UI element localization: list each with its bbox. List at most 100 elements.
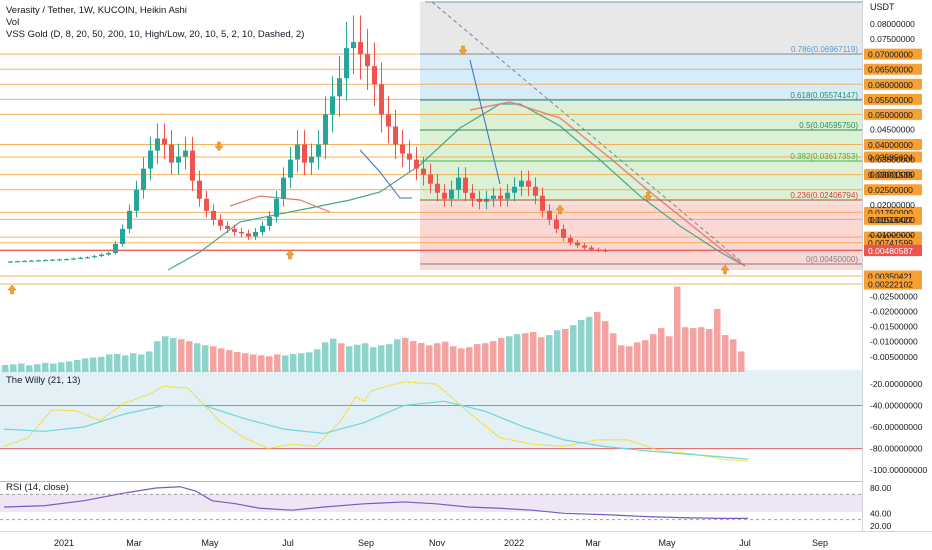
price-tag-value: 0.00480587 bbox=[868, 246, 913, 256]
candle-body bbox=[540, 195, 545, 211]
volume-bar bbox=[410, 341, 417, 372]
volume-bar bbox=[258, 355, 265, 372]
price-candles bbox=[8, 15, 608, 263]
price-tag-value: 0.03585624 bbox=[868, 153, 913, 163]
volume-bar bbox=[370, 347, 377, 372]
volume-bar bbox=[682, 327, 689, 372]
dashed-trendline bbox=[431, 1, 743, 263]
volume-bar bbox=[202, 345, 209, 372]
candle-body bbox=[316, 144, 321, 157]
candle-body bbox=[561, 228, 566, 238]
rsi-title: RSI (14, close) bbox=[6, 482, 69, 493]
volume-bar bbox=[634, 342, 641, 372]
candle-body bbox=[232, 228, 237, 232]
candle-body bbox=[85, 257, 90, 259]
candle-body bbox=[456, 177, 461, 190]
volume-bar bbox=[194, 343, 201, 372]
volume-bar bbox=[330, 338, 337, 372]
candle-body bbox=[106, 253, 111, 255]
volume-bar bbox=[738, 351, 745, 372]
volume-bar bbox=[138, 354, 145, 372]
fib-label: 0.618(0.05574147) bbox=[790, 91, 858, 100]
candle-body bbox=[127, 210, 132, 229]
volume-bar bbox=[530, 332, 537, 372]
candle-body bbox=[533, 186, 538, 196]
price-tag bbox=[864, 78, 922, 90]
candle-body bbox=[155, 138, 160, 151]
candle-body bbox=[253, 231, 258, 237]
volume-bar bbox=[42, 362, 49, 372]
buy-arrow-icon bbox=[7, 284, 17, 295]
time-tick-label: Mar bbox=[585, 538, 601, 548]
volume-bar bbox=[226, 350, 233, 372]
candle-body bbox=[498, 195, 503, 199]
trend-sketch bbox=[359, 149, 412, 199]
candle-body bbox=[57, 259, 62, 261]
candle-body bbox=[190, 150, 195, 181]
vol-tick-label: -0.02000000 bbox=[870, 306, 918, 316]
volume-bar bbox=[570, 325, 577, 372]
volume-bar bbox=[522, 333, 529, 372]
candle-body bbox=[512, 186, 517, 193]
price-tag bbox=[864, 63, 922, 75]
candle-body bbox=[407, 153, 412, 160]
volume-bar bbox=[10, 364, 17, 372]
fib-label: 0(0.00450000) bbox=[806, 255, 858, 264]
volume-bar bbox=[34, 364, 41, 372]
willy-title: The Willy (21, 13) bbox=[6, 375, 80, 386]
fib-label: 0.5(0.04595750) bbox=[799, 121, 858, 130]
rsi-series-line bbox=[3, 486, 748, 520]
sell-arrow-icon bbox=[214, 141, 224, 152]
vol-tick-label: -0.00500000 bbox=[870, 352, 918, 362]
candle-body bbox=[239, 231, 244, 234]
candle-body bbox=[400, 144, 405, 154]
volume-bar bbox=[578, 319, 585, 372]
willy-series-line bbox=[3, 381, 749, 462]
candle-body bbox=[421, 168, 426, 175]
time-tick-label: Nov bbox=[429, 538, 446, 548]
volume-bar bbox=[178, 339, 185, 372]
price-tag-value: 0.05500000 bbox=[868, 95, 913, 105]
chart-title: Verasity / Tether, 1W, KUCOIN, Heikin As… bbox=[6, 5, 187, 16]
candle-body bbox=[246, 233, 251, 237]
candle-body bbox=[330, 96, 335, 115]
volume-bar bbox=[274, 354, 281, 372]
willy-tick-label: -40.00000000 bbox=[870, 401, 923, 411]
price-tag bbox=[864, 184, 922, 196]
candle-body bbox=[435, 183, 440, 193]
time-tick-label: Sep bbox=[812, 538, 828, 548]
candle-body bbox=[393, 126, 398, 145]
candle-body bbox=[267, 216, 272, 226]
price-tag bbox=[864, 169, 922, 181]
candle-body bbox=[351, 42, 356, 49]
volume-bar bbox=[474, 344, 481, 372]
price-tag-value: 0.00222102 bbox=[868, 280, 913, 290]
volume-bar bbox=[434, 343, 441, 372]
price-tag-value: 0.05000000 bbox=[868, 110, 913, 120]
candle-body bbox=[414, 159, 419, 169]
price-tag bbox=[864, 139, 922, 151]
candle-body bbox=[568, 237, 573, 243]
buy-arrow-icon bbox=[555, 204, 565, 215]
candle-body bbox=[176, 156, 181, 163]
candle-body bbox=[183, 150, 188, 157]
time-axis: 2021 Mar May Jul Sep Nov 2022 Mar May Jul Sep bbox=[54, 538, 828, 548]
volume-bar bbox=[218, 348, 225, 372]
volume-bar bbox=[450, 346, 457, 372]
candle-body bbox=[218, 219, 223, 226]
currency-label: USDT bbox=[870, 2, 895, 12]
candle-body bbox=[379, 84, 384, 115]
candle-body bbox=[260, 225, 265, 232]
price-tag bbox=[864, 108, 922, 120]
price-tick-label: 0.01000000 bbox=[870, 230, 915, 240]
candle-body bbox=[295, 144, 300, 160]
volume-bar bbox=[490, 341, 497, 372]
volume-bar bbox=[306, 352, 313, 372]
willy-series-line bbox=[3, 400, 749, 460]
volume-bar bbox=[146, 351, 153, 372]
willy-lines bbox=[0, 381, 862, 462]
time-tick-label: 2021 bbox=[54, 538, 74, 548]
rsi-tick-label: 80.00 bbox=[870, 483, 892, 493]
trend-sketch bbox=[469, 59, 501, 185]
